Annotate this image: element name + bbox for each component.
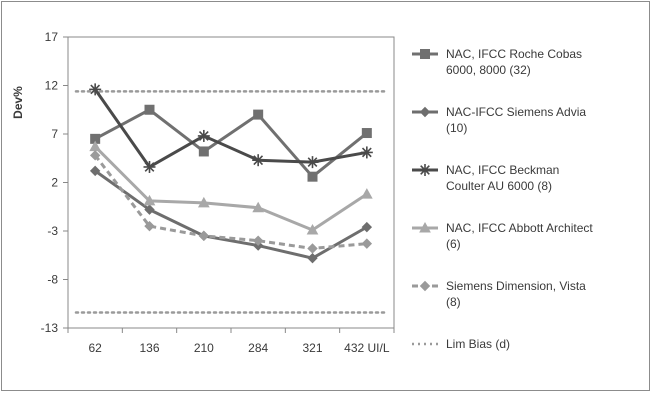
data-point-s4	[252, 235, 264, 246]
line-chart: 17 12 7 2 -3 -8 -13 62 136 210 284 321 432 UI/L Dev% N…	[11, 30, 593, 355]
legend-item: Siemens Dimension, Vista (8)	[412, 279, 586, 309]
y-tick-label: -13	[41, 321, 59, 335]
legend-label: NAC, IFCC Roche Cobas	[446, 47, 582, 61]
legend-label: NAC, IFCC Abbott Architect	[446, 221, 593, 235]
legend-marker	[419, 221, 431, 233]
legend-item: NAC, IFCC Roche Cobas 6000, 8000 (32)	[412, 47, 582, 77]
x-tick-label: 210	[194, 341, 214, 355]
series-line-s3	[94, 145, 368, 232]
data-point-s3	[197, 196, 210, 208]
data-point-s0	[307, 171, 318, 182]
x-tick-label: 432 UI/L	[344, 341, 390, 355]
data-point-s3	[306, 224, 319, 235]
data-point-s1	[89, 165, 101, 177]
y-tick-label: 2	[51, 176, 58, 190]
y-tick-label: -8	[47, 273, 58, 287]
legend-item: Lim Bias (d)	[412, 337, 510, 351]
data-point-s1	[144, 204, 155, 215]
legend-label: Siemens Dimension, Vista	[446, 279, 586, 293]
data-point-s0	[198, 146, 209, 157]
data-point-s2	[360, 146, 373, 159]
x-tick-label: 321	[302, 341, 322, 355]
legend-label: NAC, IFCC Beckman	[446, 163, 559, 177]
y-tick-label: 12	[45, 79, 59, 93]
data-point-s3	[252, 201, 265, 213]
legend-label: 6000, 8000 (32)	[446, 63, 531, 77]
legend-marker	[420, 49, 430, 59]
data-point-s1	[307, 252, 318, 264]
data-point-s4	[89, 150, 101, 161]
x-tick-label: 284	[248, 341, 268, 355]
y-tick-label: 7	[51, 127, 58, 141]
data-point-s2	[252, 154, 265, 167]
y-axis-label: Dev%	[11, 86, 25, 119]
legend-label: (6)	[446, 237, 461, 251]
legend-marker	[419, 164, 431, 176]
legend-item: NAC, IFCC Beckman Coulter AU 6000 (8)	[412, 163, 559, 193]
series-line-s4	[93, 154, 367, 250]
x-tick-label: 136	[139, 341, 159, 355]
series-line-s1	[94, 169, 368, 260]
data-point-s2	[306, 156, 319, 169]
data-point-s0	[361, 128, 372, 139]
data-point-s2	[89, 83, 102, 96]
legend-marker	[419, 280, 431, 292]
data-point-s3	[360, 188, 373, 199]
y-tick-label: -3	[47, 224, 58, 238]
data-point-s4	[361, 238, 373, 249]
data-point-s0	[253, 109, 264, 120]
y-tick-label: 17	[45, 30, 59, 44]
data-point-s3	[143, 194, 156, 206]
legend-marker	[419, 106, 431, 118]
data-point-s4	[307, 243, 318, 254]
data-point-s4	[198, 230, 210, 242]
legend-label: Lim Bias (d)	[446, 337, 510, 351]
legend-label: (8)	[446, 295, 461, 309]
data-point-s0	[144, 104, 155, 115]
series-line-s2	[93, 88, 368, 169]
data-point-s2	[197, 129, 210, 142]
legend-label: NAC-IFCC Siemens Advia	[446, 105, 586, 119]
legend-label: (10)	[446, 121, 467, 135]
legend-item: NAC-IFCC Siemens Advia (10)	[412, 105, 586, 135]
legend-label: Coulter AU 6000 (8)	[446, 179, 552, 193]
series-line-s0	[94, 108, 368, 179]
legend-item: NAC, IFCC Abbott Architect (6)	[412, 221, 593, 251]
x-tick-label: 62	[88, 341, 102, 355]
data-point-s1	[361, 221, 373, 233]
data-point-s4	[144, 220, 155, 232]
data-point-s2	[143, 160, 156, 173]
